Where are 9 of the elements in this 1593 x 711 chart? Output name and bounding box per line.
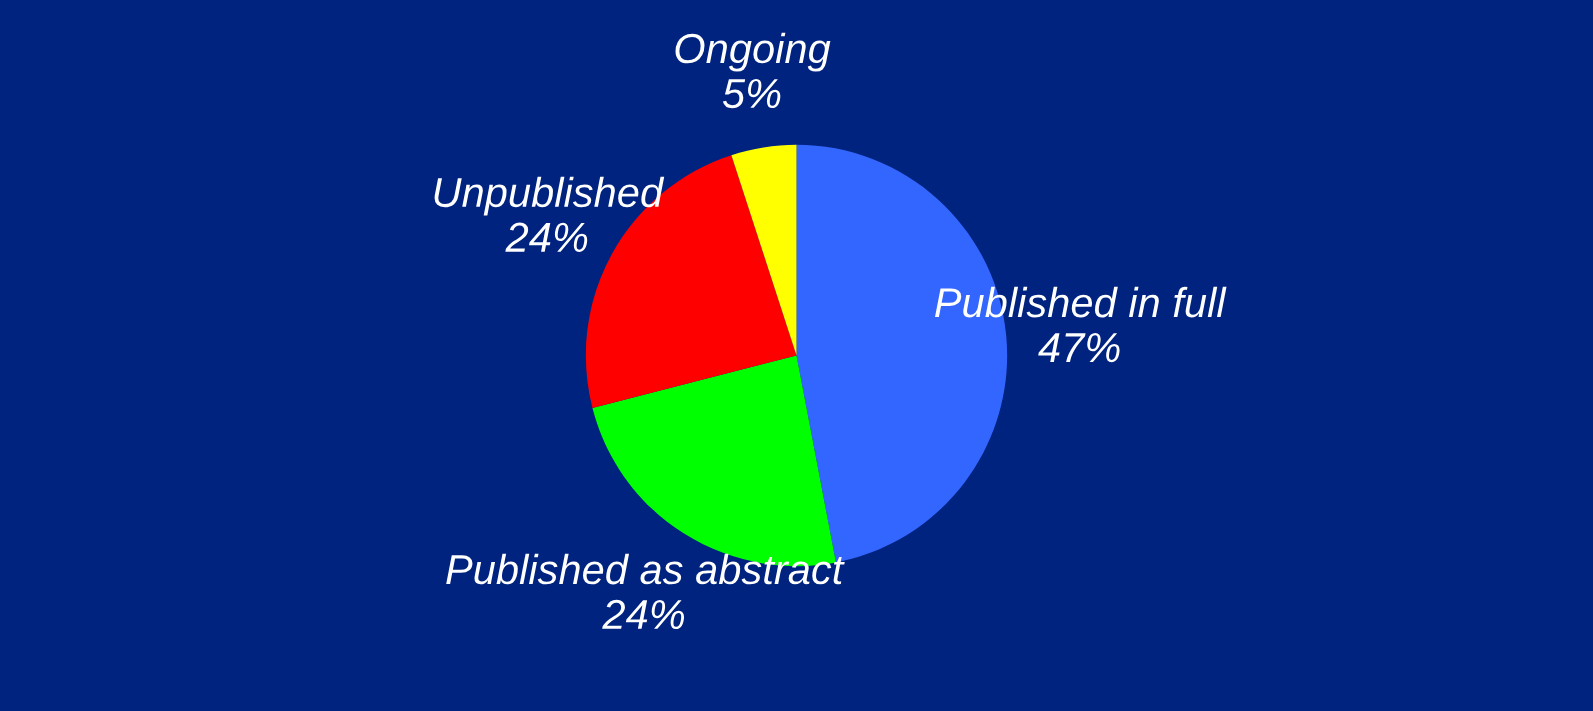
pie-slice: [731, 144, 797, 356]
data-label: 47%: [1038, 333, 1120, 363]
data-label: 24%: [505, 222, 588, 252]
slice-label: Ongoing: [675, 32, 831, 72]
data-label: 24%: [602, 599, 685, 630]
slice-label: Published in full: [935, 286, 1227, 318]
data-label: 5%: [722, 78, 781, 109]
slice-label: Published as abstract: [446, 553, 845, 585]
slice-label: Unpublished: [434, 176, 665, 216]
